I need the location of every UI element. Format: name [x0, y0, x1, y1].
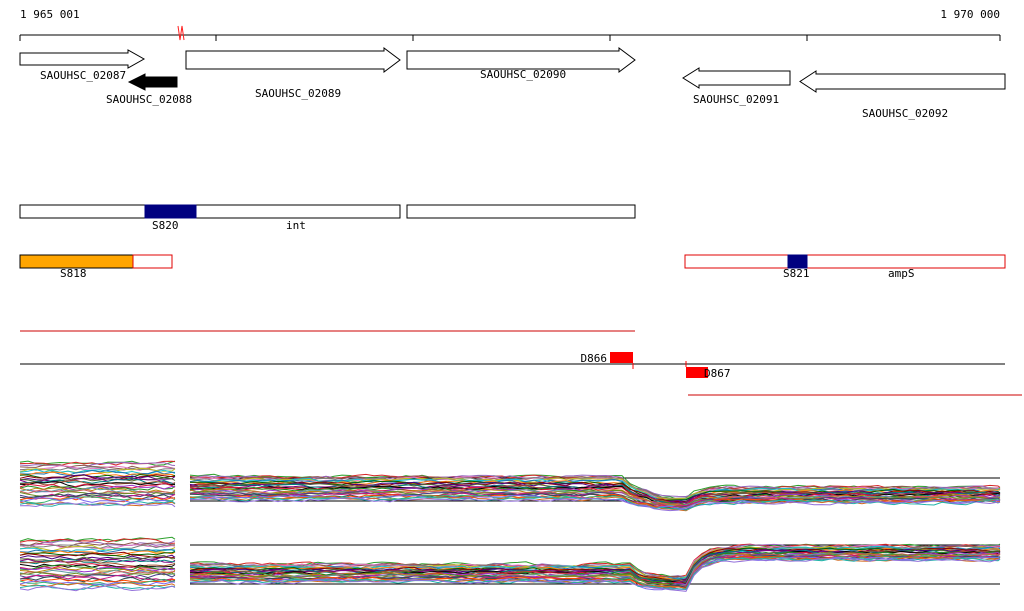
- gene-label-SAOUHSC_02092: SAOUHSC_02092: [862, 107, 948, 120]
- ruler-selection-marker[interactable]: [177, 25, 185, 41]
- marker-label-D866: D866: [581, 352, 608, 365]
- coverage-panel-top-left-trace: [19, 465, 176, 471]
- gene-arrow-SAOUHSC_02088[interactable]: [127, 73, 178, 91]
- marker-D867[interactable]: [686, 367, 708, 378]
- coverage-panel-bottom-left-trace: [19, 585, 176, 592]
- coverage-panel-top-left-trace: [19, 468, 176, 475]
- coverage-panel-bottom-main-trace: [189, 557, 1001, 590]
- coverage-panel-top-left-trace: [19, 482, 176, 489]
- feature-label-S818: S818: [60, 267, 87, 280]
- coverage-panel-top-left-trace: [19, 493, 176, 500]
- coverage-panel-top-main-trace: [189, 489, 1001, 508]
- feature-ampS-box[interactable]: [684, 254, 1006, 269]
- coverage-panel-bottom-left-trace: [19, 554, 176, 561]
- marker-D866[interactable]: [610, 352, 633, 363]
- gene-label-SAOUHSC_02091: SAOUHSC_02091: [693, 93, 779, 106]
- coverage-panel-top-left-trace: [19, 477, 176, 484]
- feature-s818-tail[interactable]: [132, 254, 173, 269]
- coverage-panel-bottom-left-trace: [19, 579, 176, 586]
- coverage-panel-bottom-left-trace: [19, 571, 176, 577]
- coverage-panel-top-left-trace: [19, 471, 176, 477]
- feature-s820-segment[interactable]: [144, 204, 197, 219]
- coverage-panel-bottom-left-trace: [19, 548, 176, 554]
- coverage-panel-top-left-trace: [19, 469, 176, 477]
- feature-label-ampS: ampS: [888, 267, 915, 280]
- coverage-panel-bottom-left-trace: [19, 584, 176, 591]
- coverage-panel-top-left-trace: [19, 485, 176, 491]
- coverage-panel-bottom-left-trace: [19, 555, 176, 562]
- coverage-panel-top-main-trace: [189, 478, 1001, 502]
- feature-s821-segment[interactable]: [787, 254, 808, 269]
- gene-arrow-SAOUHSC_02092[interactable]: [799, 70, 1006, 93]
- feature-label-int: int: [286, 219, 306, 232]
- coverage-panel-top-left-trace: [19, 487, 176, 494]
- coverage-panel-top-left-trace: [19, 463, 176, 470]
- feature-label-S820: S820: [152, 219, 179, 232]
- feature-box-right[interactable]: [406, 204, 636, 219]
- feature-label-S821: S821: [783, 267, 810, 280]
- gene-label-SAOUHSC_02087: SAOUHSC_02087: [40, 69, 126, 82]
- coverage-panel-top-left-trace: [19, 497, 176, 504]
- coverage-panel-bottom-main-trace: [189, 556, 1001, 591]
- ruler-start-coordinate: 1 965 001: [20, 8, 80, 21]
- coverage-panel-bottom-left-trace: [19, 551, 176, 558]
- coverage-panel-bottom-left-trace: [19, 564, 176, 571]
- gene-label-SAOUHSC_02090: SAOUHSC_02090: [480, 68, 566, 81]
- gene-arrow-SAOUHSC_02087[interactable]: [19, 49, 146, 69]
- coverage-panel-top-main-trace: [189, 476, 1001, 502]
- gene-arrow-SAOUHSC_02089[interactable]: [185, 47, 401, 73]
- coverage-panel-bottom-left-trace: [19, 538, 176, 544]
- coverage-panel-bottom-left-trace: [19, 578, 176, 583]
- gene-label-SAOUHSC_02088: SAOUHSC_02088: [106, 93, 192, 106]
- gene-arrow-SAOUHSC_02091[interactable]: [682, 67, 791, 89]
- gene-arrow-SAOUHSC_02090[interactable]: [406, 47, 636, 73]
- coverage-panel-top-left-trace: [19, 478, 176, 485]
- marker-label-D867: D867: [704, 367, 731, 380]
- coverage-panel-bottom-main-trace: [189, 549, 1001, 585]
- coverage-panel-bottom-left-trace: [19, 544, 176, 553]
- coverage-panel-bottom-left-trace: [19, 566, 176, 573]
- gene-label-SAOUHSC_02089: SAOUHSC_02089: [255, 87, 341, 100]
- coverage-panel-top-left-trace: [19, 500, 176, 507]
- feature-int-box[interactable]: [19, 204, 401, 219]
- ruler-end-coordinate: 1 970 000: [940, 8, 1000, 21]
- coverage-panel-top-main-trace: [189, 496, 1001, 512]
- coverage-panel-bottom-left-trace: [19, 540, 176, 546]
- coverage-panel-top-left-trace: [19, 474, 176, 481]
- coverage-panel-bottom-left-trace: [19, 559, 176, 568]
- coverage-panel-top-left-trace: [19, 502, 176, 508]
- coverage-panel-bottom-main-trace: [189, 557, 1001, 592]
